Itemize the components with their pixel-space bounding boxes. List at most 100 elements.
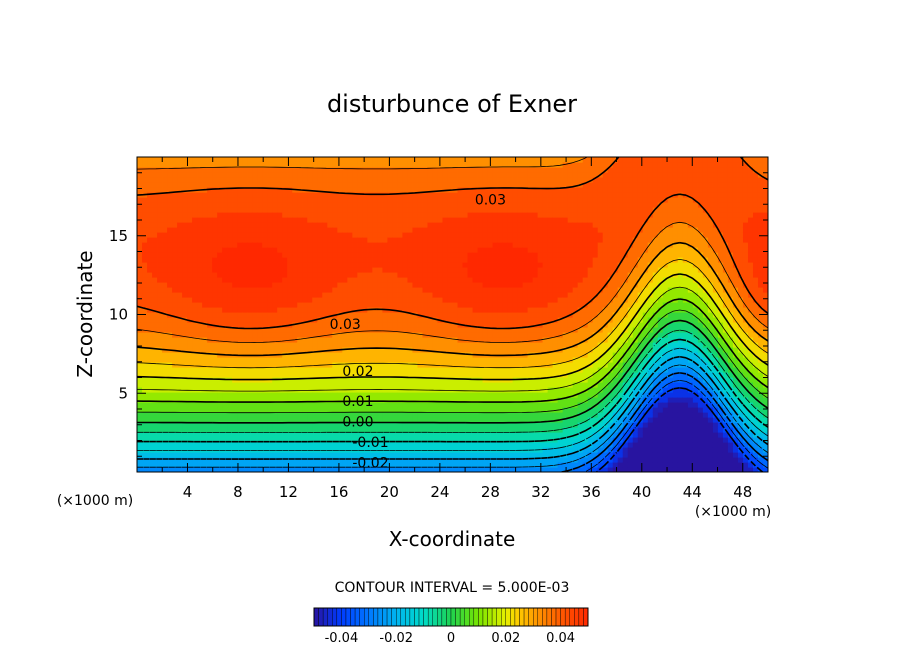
field-cell: [202, 372, 208, 378]
field-cell: [527, 272, 534, 278]
field-cell: [292, 287, 298, 293]
field-cell: [457, 232, 464, 238]
field-cell: [217, 427, 223, 433]
field-cell: [407, 227, 414, 233]
field-cell: [317, 317, 323, 323]
field-cell: [507, 197, 514, 203]
field-cell: [507, 437, 514, 443]
field-cell: [137, 197, 143, 203]
field-cell: [457, 197, 464, 203]
field-cell: [177, 172, 183, 178]
field-cell: [242, 447, 248, 453]
field-cell: [237, 402, 243, 408]
field-cell: [482, 277, 489, 283]
field-cell: [407, 202, 414, 208]
field-cell: [402, 402, 409, 408]
field-cell: [227, 427, 233, 433]
field-cell: [477, 302, 484, 308]
field-cell: [332, 447, 338, 453]
field-cell: [177, 197, 183, 203]
field-cell: [287, 172, 293, 178]
field-cell: [272, 197, 278, 203]
field-cell: [262, 442, 268, 448]
field-cell: [487, 417, 494, 423]
field-cell: [352, 337, 358, 343]
field-cell: [462, 312, 469, 318]
field-cell: [507, 412, 514, 418]
field-cell: [382, 377, 388, 383]
field-cell: [142, 232, 148, 238]
field-cell: [502, 432, 509, 438]
field-cell: [472, 417, 479, 423]
field-cell: [457, 317, 464, 323]
field-cell: [167, 467, 173, 472]
field-cell: [192, 167, 198, 173]
field-cell: [172, 202, 178, 208]
field-cell: [157, 312, 163, 318]
field-cell: [512, 162, 519, 168]
field-cell: [277, 357, 283, 363]
field-cell: [512, 382, 519, 388]
field-cell: [257, 327, 263, 333]
field-cell: [502, 157, 509, 163]
field-cell: [522, 247, 529, 253]
field-cell: [507, 167, 514, 173]
field-cell: [262, 282, 268, 288]
field-cell: [512, 327, 519, 333]
field-cell: [222, 327, 228, 333]
field-cell: [482, 197, 489, 203]
field-cell: [187, 442, 193, 448]
field-cell: [487, 257, 494, 263]
field-cell: [467, 192, 474, 198]
field-cell: [232, 462, 238, 468]
field-cell: [352, 357, 358, 363]
field-cell: [492, 247, 499, 253]
field-cell: [432, 362, 439, 368]
field-cell: [382, 177, 388, 183]
field-cell: [257, 392, 263, 398]
field-cell: [252, 397, 258, 403]
field-cell: [432, 237, 439, 243]
field-cell: [527, 282, 534, 288]
field-cell: [232, 367, 238, 373]
field-cell: [202, 277, 208, 283]
field-cell: [432, 397, 439, 403]
field-cell: [187, 392, 193, 398]
field-cell: [457, 367, 464, 373]
field-cell: [162, 352, 168, 358]
field-cell: [217, 367, 223, 373]
field-cell: [167, 417, 173, 423]
field-cell: [162, 227, 168, 233]
field-cell: [137, 332, 143, 338]
field-cell: [152, 252, 158, 258]
field-cell: [152, 212, 158, 218]
field-cell: [517, 312, 524, 318]
field-cell: [447, 247, 454, 253]
field-cell: [442, 182, 449, 188]
field-cell: [377, 427, 383, 433]
field-cell: [222, 287, 228, 293]
field-cell: [357, 407, 363, 413]
field-cell: [497, 247, 504, 253]
field-cell: [497, 322, 504, 328]
field-cell: [502, 407, 509, 413]
field-cell: [162, 252, 168, 258]
field-cell: [452, 287, 459, 293]
field-cell: [487, 452, 494, 458]
field-cell: [277, 467, 283, 472]
field-cell: [172, 412, 178, 418]
field-cell: [397, 202, 404, 208]
field-cell: [207, 387, 213, 393]
field-cell: [427, 197, 434, 203]
field-cell: [332, 162, 338, 168]
field-cell: [377, 312, 383, 318]
field-cell: [417, 397, 424, 403]
field-cell: [302, 157, 308, 163]
field-cell: [247, 227, 253, 233]
field-cell: [467, 332, 474, 338]
field-cell: [167, 282, 173, 288]
field-cell: [207, 402, 213, 408]
field-cell: [212, 172, 218, 178]
field-cell: [272, 232, 278, 238]
field-cell: [507, 347, 514, 353]
